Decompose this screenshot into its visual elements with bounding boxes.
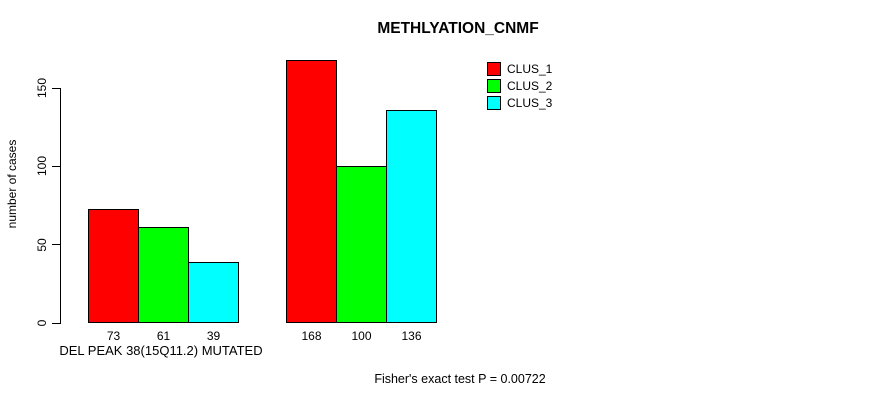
- legend-item: CLUS_1: [487, 62, 552, 76]
- legend-swatch-clus_1: [487, 62, 501, 76]
- chart-title: METHLYATION_CNMF: [377, 20, 539, 37]
- y-axis-label: number of cases: [5, 139, 19, 229]
- y-tick-label: 150: [35, 77, 49, 99]
- y-tick-label: 50: [35, 237, 49, 252]
- legend-label: CLUS_2: [507, 79, 553, 93]
- bar-clus_3-group1: [188, 262, 239, 323]
- bar-value-label: 61: [156, 329, 171, 343]
- legend: CLUS_1 CLUS_2 CLUS_3: [487, 62, 552, 113]
- bar-value-label: 73: [106, 329, 121, 343]
- y-tick-mark: [52, 244, 60, 246]
- y-axis-line: [60, 88, 61, 324]
- y-tick-mark: [52, 87, 60, 89]
- bar-clus_1-group1: [88, 209, 139, 323]
- bar-clus_2-group2: [336, 166, 387, 323]
- y-tick-mark: [52, 165, 60, 167]
- legend-swatch-clus_3: [487, 96, 501, 110]
- bar-value-label: 136: [401, 329, 422, 343]
- legend-item: CLUS_2: [487, 79, 552, 93]
- bar-value-label: 39: [206, 329, 221, 343]
- legend-label: CLUS_1: [507, 62, 553, 76]
- bar-clus_3-group2: [386, 110, 437, 323]
- y-tick-label: 100: [35, 156, 49, 177]
- fishers-test-note: Fisher's exact test P = 0.00722: [374, 372, 546, 386]
- bar-value-label: 168: [301, 329, 322, 343]
- legend-item: CLUS_3: [487, 96, 552, 110]
- bar-clus_1-group2: [286, 60, 337, 323]
- bar-value-label: 100: [351, 329, 372, 343]
- legend-label: CLUS_3: [507, 96, 553, 110]
- bar-clus_2-group1: [138, 227, 189, 323]
- legend-swatch-clus_2: [487, 79, 501, 93]
- y-tick-label: 0: [35, 319, 49, 327]
- x-axis-label: DEL PEAK 38(15Q11.2) MUTATED: [59, 343, 263, 358]
- y-tick-mark: [52, 322, 60, 324]
